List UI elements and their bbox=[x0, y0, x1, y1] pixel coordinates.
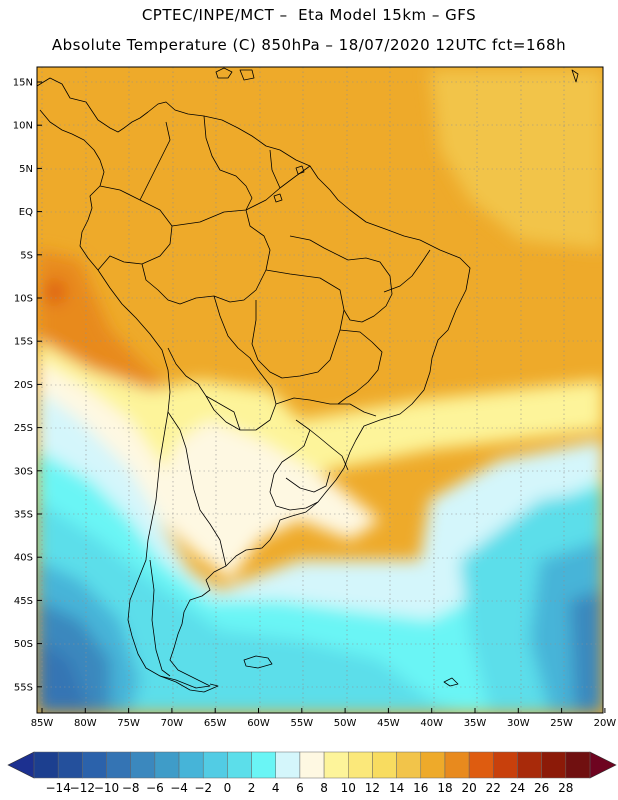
colorbar-label: 20 bbox=[461, 781, 476, 795]
lat-label: 5N bbox=[19, 164, 33, 175]
lon-label: 50W bbox=[334, 718, 357, 729]
lon-label: 70W bbox=[161, 718, 184, 729]
colorbar-label: 6 bbox=[296, 781, 304, 795]
colorbar-label: −8 bbox=[122, 781, 140, 795]
colorbar-swatch bbox=[541, 751, 567, 779]
colorbar-swatch bbox=[57, 751, 83, 779]
colorbar-swatch bbox=[227, 751, 252, 779]
lon-label: 45W bbox=[377, 718, 400, 729]
colorbar-swatch bbox=[493, 751, 518, 779]
colorbar-label: 22 bbox=[486, 781, 501, 795]
lat-label: 45S bbox=[14, 596, 33, 607]
lat-label: 20S bbox=[14, 380, 33, 391]
colorbar-label: −2 bbox=[194, 781, 212, 795]
colorbar-label: −4 bbox=[170, 781, 188, 795]
colorbar-swatch bbox=[468, 751, 494, 779]
colorbar-label: 8 bbox=[320, 781, 328, 795]
colorbar-label: 0 bbox=[224, 781, 232, 795]
lat-label: 50S bbox=[14, 639, 33, 650]
lon-label: 60W bbox=[247, 718, 270, 729]
coastlines bbox=[37, 67, 579, 693]
lon-label: 40W bbox=[420, 718, 443, 729]
lon-label: 85W bbox=[31, 718, 54, 729]
lat-label: 10S bbox=[14, 294, 33, 305]
lat-label: 40S bbox=[14, 553, 33, 564]
colorbar-label: 28 bbox=[558, 781, 573, 795]
colorbar-label: 24 bbox=[510, 781, 525, 795]
colorbar-label: 16 bbox=[413, 781, 428, 795]
colorbar-swatch bbox=[251, 751, 276, 779]
lon-label: 75W bbox=[117, 718, 140, 729]
colorbar-swatch bbox=[202, 751, 228, 779]
colorbar-swatch bbox=[154, 751, 180, 779]
colorbar-end-right bbox=[589, 751, 617, 779]
lon-label: 20W bbox=[594, 718, 617, 729]
colorbar-label: 18 bbox=[437, 781, 452, 795]
colorbar-swatch bbox=[33, 751, 59, 779]
colorbar-label: −10 bbox=[94, 781, 119, 795]
lat-label: 15S bbox=[14, 337, 33, 348]
colorbar-label: −12 bbox=[70, 781, 95, 795]
colorbar-swatch bbox=[348, 751, 373, 779]
colorbar-swatch bbox=[420, 751, 446, 779]
colorbar-label: 14 bbox=[389, 781, 404, 795]
lat-label: 55S bbox=[14, 682, 33, 693]
colorbar-label: 26 bbox=[534, 781, 549, 795]
lat-label: 35S bbox=[14, 510, 33, 521]
temperature-field bbox=[37, 67, 603, 713]
lon-label: 30W bbox=[507, 718, 530, 729]
longitude-axis: 85W 80W 75W 70W 65W 60W 55W 50W 45W 40W 35W 30W 25W 2… bbox=[31, 708, 617, 729]
colorbar-swatch bbox=[444, 751, 470, 779]
colorbar-label: 10 bbox=[341, 781, 356, 795]
lon-label: 25W bbox=[550, 718, 573, 729]
lon-label: 55W bbox=[290, 718, 313, 729]
colorbar-swatch bbox=[82, 751, 107, 779]
lon-label: 65W bbox=[204, 718, 227, 729]
colorbar-label: −14 bbox=[46, 781, 71, 795]
colorbar-label: −6 bbox=[146, 781, 164, 795]
colorbar-swatch bbox=[178, 751, 204, 779]
map-title-line1: CPTEC/INPE/MCT – Eta Model 15km – GFS bbox=[141, 6, 477, 24]
colorbar: −14−12−10 −8 −6 −4 −2 0 2 4 6 8 10 12 14 16 18 20 22 24 26… bbox=[7, 751, 617, 795]
colorbar-label: 12 bbox=[365, 781, 380, 795]
colorbar-swatch bbox=[130, 751, 156, 779]
colorbar-label: 4 bbox=[272, 781, 280, 795]
lat-label: 10N bbox=[13, 121, 33, 132]
colorbar-swatch bbox=[396, 751, 422, 779]
latitude-axis: 15N 10N 5N EQ 5S 10S 15S 20S 25S 30S 35S 40S 45S 50S 5… bbox=[13, 78, 42, 693]
map-title-line2: Absolute Temperature (C) 850hPa – 18/07/… bbox=[51, 36, 567, 54]
colorbar-swatch bbox=[517, 751, 542, 779]
lat-label: EQ bbox=[19, 207, 33, 218]
lat-label: 25S bbox=[14, 423, 33, 434]
lat-label: 5S bbox=[20, 250, 33, 261]
colorbar-swatch bbox=[275, 751, 301, 779]
colorbar-swatch bbox=[299, 751, 325, 779]
lat-label: 15N bbox=[13, 78, 33, 89]
colorbar-swatch bbox=[372, 751, 397, 779]
lon-label: 80W bbox=[74, 718, 97, 729]
lon-label: 35W bbox=[464, 718, 487, 729]
colorbar-swatch bbox=[106, 751, 131, 779]
lat-label: 30S bbox=[14, 466, 33, 477]
colorbar-swatch bbox=[565, 751, 591, 779]
map-frame bbox=[36, 66, 604, 714]
colorbar-label: 2 bbox=[248, 781, 256, 795]
colorbar-end-left bbox=[7, 751, 35, 779]
colorbar-swatch bbox=[323, 751, 349, 779]
